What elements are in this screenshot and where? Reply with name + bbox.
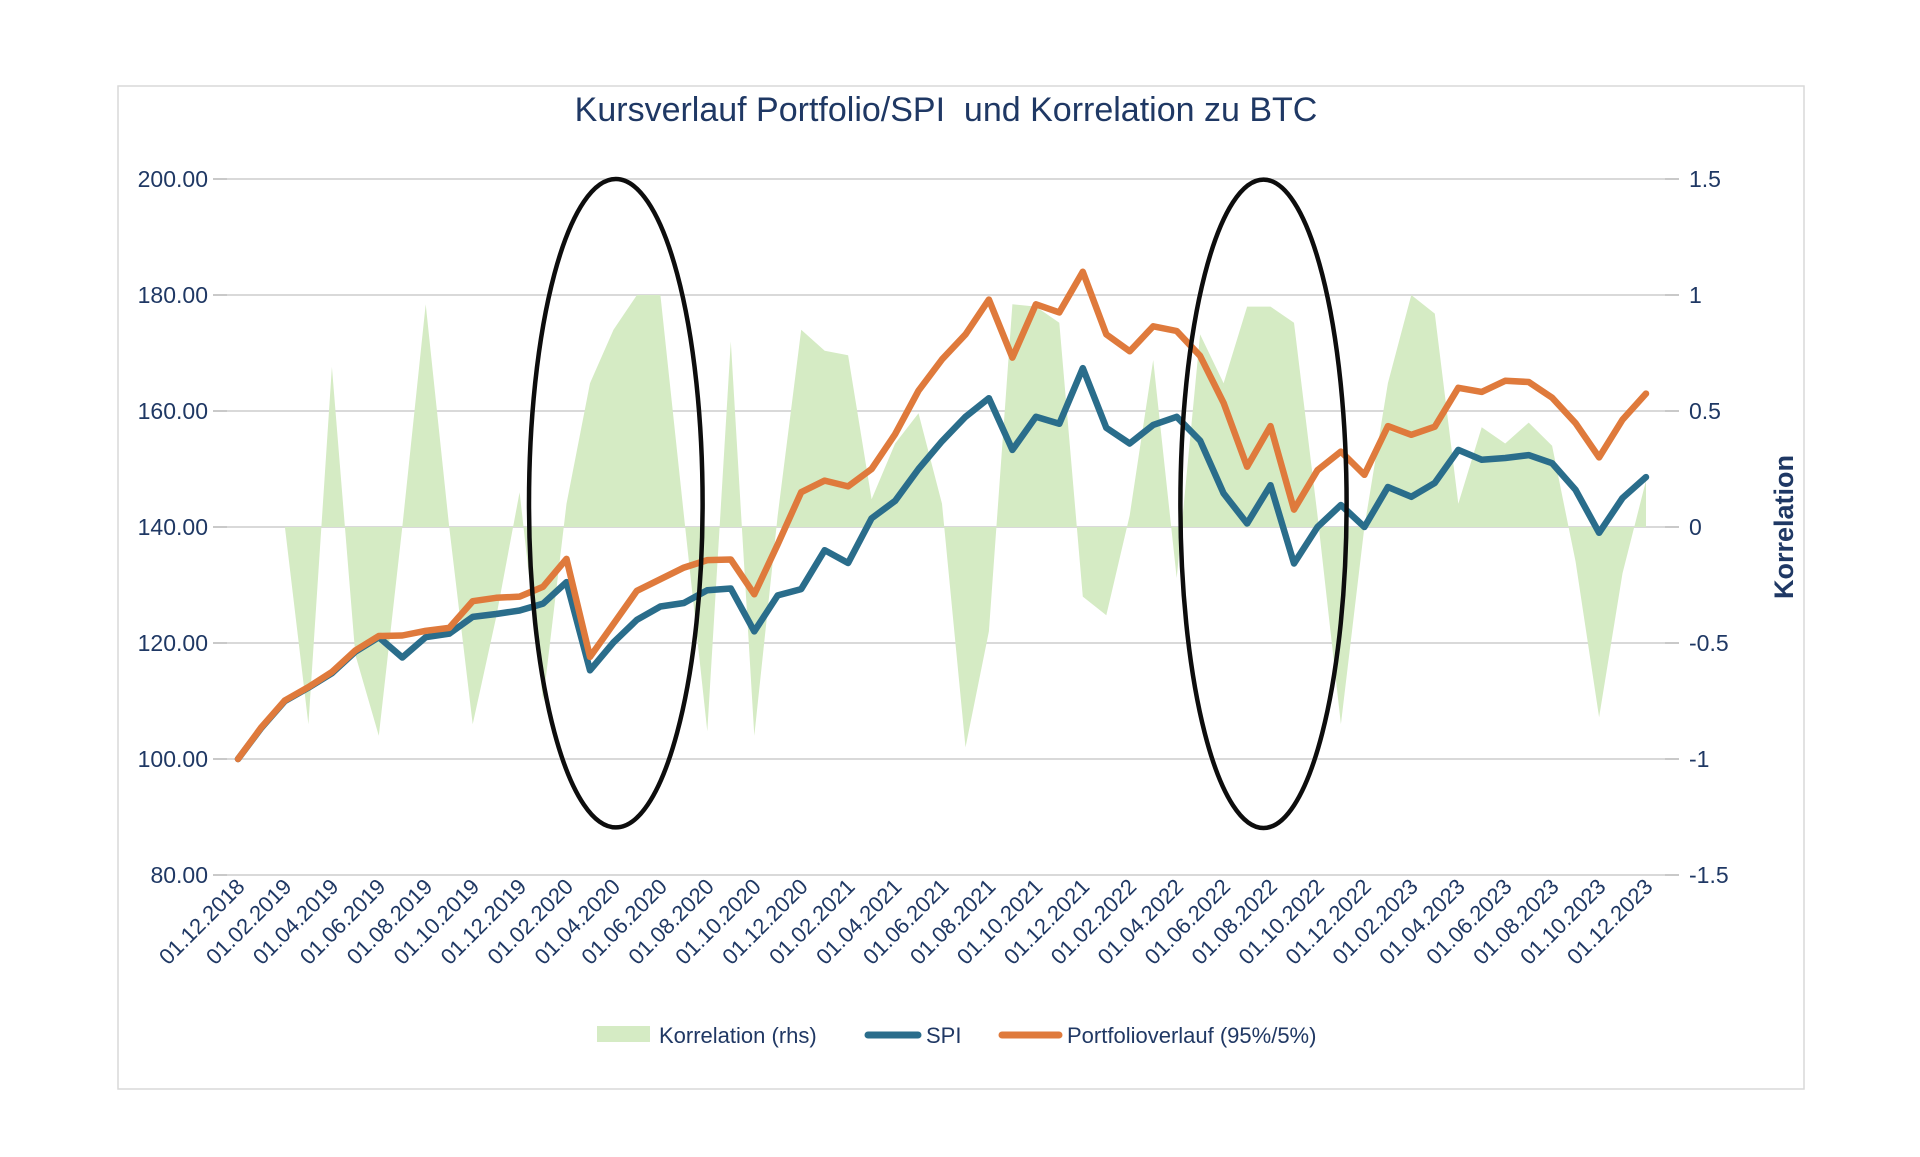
- legend-label-korrelation: Korrelation (rhs): [659, 1023, 817, 1048]
- right-axis-label--1.5: -1.5: [1689, 862, 1729, 888]
- annotation-ellipse-2: [1178, 177, 1349, 831]
- series-spi-line: [234, 364, 1650, 763]
- left-axis-label-100.00: 100.00: [138, 746, 208, 772]
- right-axis-labels: 1.5 1 0.5 0 -0.5 -1 -1.5: [1689, 166, 1729, 888]
- legend-swatch-korrelation-icon: [597, 1026, 650, 1042]
- legend-label-spi: SPI: [926, 1023, 961, 1048]
- right-axis-label-0: 0: [1689, 514, 1702, 540]
- left-axis-label-160.00: 160.00: [138, 398, 208, 424]
- annotation-ellipse-1: [526, 176, 705, 830]
- left-axis-label-200.00: 200.00: [138, 166, 208, 192]
- correlation-area-layer: [238, 295, 1646, 748]
- right-axis-label-0.5: 0.5: [1689, 398, 1721, 424]
- right-axis-label--1: -1: [1689, 746, 1709, 772]
- legend: Korrelation (rhs) SPI Portfolioverlauf (…: [597, 1023, 1316, 1048]
- series-portfolio-line: [234, 268, 1650, 763]
- annotation-layer: [526, 176, 1349, 831]
- line-series-layer: [234, 268, 1650, 763]
- left-axis-label-80.00: 80.00: [150, 862, 208, 888]
- left-axis-label-120.00: 120.00: [138, 630, 208, 656]
- left-axis-label-180.00: 180.00: [138, 282, 208, 308]
- right-axis-label-1: 1: [1689, 282, 1702, 308]
- legend-label-portfolio: Portfolioverlauf (95%/5%): [1067, 1023, 1316, 1048]
- right-axis-title: Korrelation: [1769, 455, 1799, 599]
- series-korrelation-area: [238, 295, 1646, 748]
- right-axis-label-1.5: 1.5: [1689, 166, 1721, 192]
- right-axis-label--0.5: -0.5: [1689, 630, 1729, 656]
- left-axis-label-140.00: 140.00: [138, 514, 208, 540]
- left-axis-labels: 200.00 180.00 160.00 140.00 120.00 100.00 80.0…: [138, 166, 208, 888]
- chart-title: Kursverlauf Portfolio/SPI und Korrelatio…: [575, 91, 1318, 129]
